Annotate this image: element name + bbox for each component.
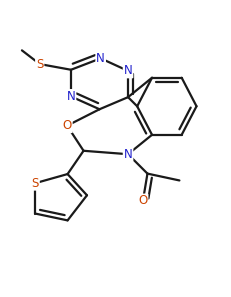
Text: N: N — [124, 64, 132, 78]
Text: N: N — [96, 52, 105, 65]
Text: N: N — [124, 148, 132, 161]
Text: O: O — [63, 119, 72, 132]
Text: O: O — [138, 195, 148, 208]
Text: S: S — [31, 177, 39, 190]
Text: S: S — [36, 58, 43, 71]
Text: N: N — [67, 90, 75, 103]
